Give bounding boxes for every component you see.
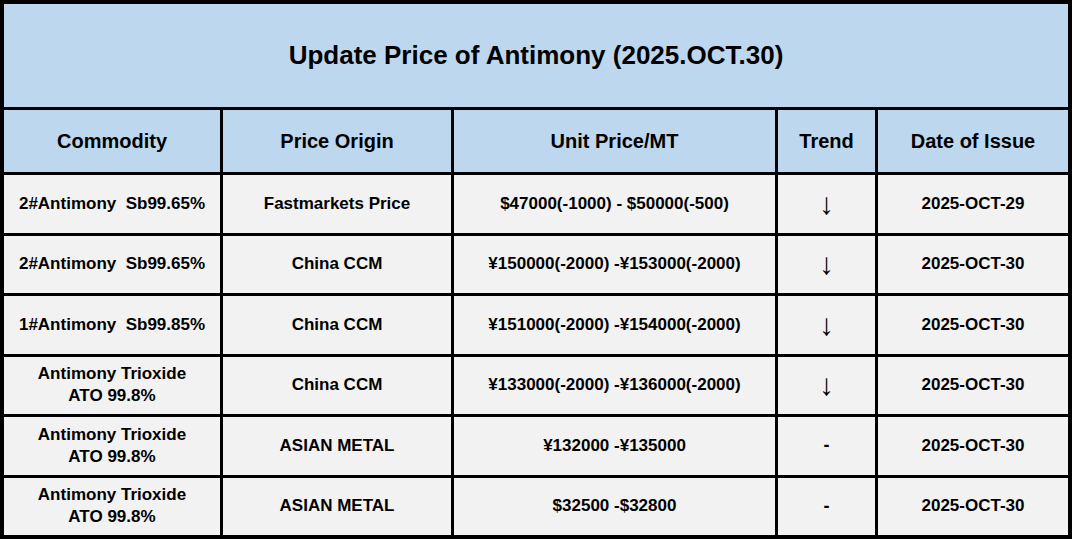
col-header-price-origin: Price Origin — [223, 110, 451, 172]
trend-flat-dash: - — [778, 417, 875, 475]
cell-date-of-issue: 2025-OCT-30 — [878, 296, 1068, 354]
cell-price-origin: ASIAN METAL — [223, 478, 451, 536]
col-header-unit-price: Unit Price/MT — [454, 110, 775, 172]
col-header-commodity: Commodity — [4, 110, 220, 172]
cell-price-origin: China CCM — [223, 296, 451, 354]
antimony-price-table: Update Price of Antimony (2025.OCT.30) C… — [0, 0, 1072, 539]
cell-unit-price: $47000(-1000) - $50000(-500) — [454, 175, 775, 233]
trend-flat-dash: - — [778, 478, 875, 536]
cell-date-of-issue: 2025-OCT-30 — [878, 357, 1068, 415]
trend-down-icon: ↓ — [778, 175, 875, 233]
cell-unit-price: ¥151000(-2000) -¥154000(-2000) — [454, 296, 775, 354]
cell-price-origin: China CCM — [223, 236, 451, 294]
cell-unit-price: $32500 -$32800 — [454, 478, 775, 536]
col-header-trend: Trend — [778, 110, 875, 172]
cell-unit-price: ¥133000(-2000) -¥136000(-2000) — [454, 357, 775, 415]
cell-unit-price: ¥150000(-2000) -¥153000(-2000) — [454, 236, 775, 294]
cell-date-of-issue: 2025-OCT-30 — [878, 478, 1068, 536]
cell-price-origin: China CCM — [223, 357, 451, 415]
cell-date-of-issue: 2025-OCT-30 — [878, 417, 1068, 475]
cell-commodity: 2#Antimony Sb99.65% — [4, 236, 220, 294]
cell-commodity: Antimony Trioxide ATO 99.8% — [4, 478, 220, 536]
cell-unit-price: ¥132000 -¥135000 — [454, 417, 775, 475]
trend-down-icon: ↓ — [778, 236, 875, 294]
cell-date-of-issue: 2025-OCT-29 — [878, 175, 1068, 233]
table-title: Update Price of Antimony (2025.OCT.30) — [4, 4, 1068, 107]
col-header-date-of-issue: Date of Issue — [878, 110, 1068, 172]
cell-price-origin: Fastmarkets Price — [223, 175, 451, 233]
cell-price-origin: ASIAN METAL — [223, 417, 451, 475]
cell-commodity: 1#Antimony Sb99.85% — [4, 296, 220, 354]
trend-down-icon: ↓ — [778, 357, 875, 415]
cell-commodity: Antimony Trioxide ATO 99.8% — [4, 357, 220, 415]
trend-down-icon: ↓ — [778, 296, 875, 354]
cell-date-of-issue: 2025-OCT-30 — [878, 236, 1068, 294]
cell-commodity: 2#Antimony Sb99.65% — [4, 175, 220, 233]
cell-commodity: Antimony Trioxide ATO 99.8% — [4, 417, 220, 475]
